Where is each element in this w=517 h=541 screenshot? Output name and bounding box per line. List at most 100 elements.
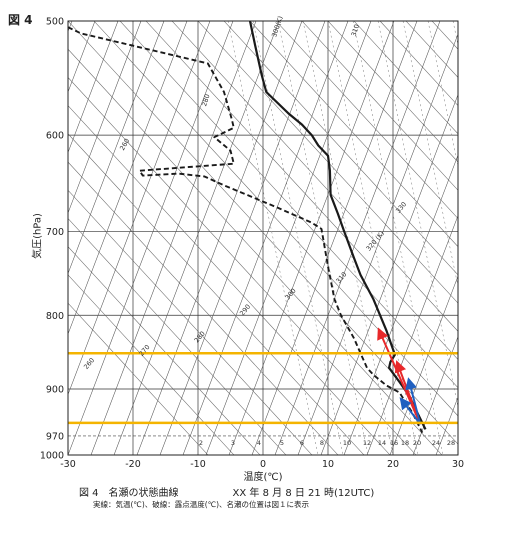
saturated-adiabat-line [427,21,458,167]
caption-time: XX 年 8 月 8 日 21 時(12UTC) [232,488,375,499]
adiabat-line [68,218,287,455]
isotherm-line [482,21,517,455]
adiabat-line [68,302,209,455]
line-label: 280 [193,330,207,345]
highlight-lines [68,351,458,425]
saturated-adiabat-line [302,21,394,455]
adiabat-line [431,21,458,50]
y-tick-label: 500 [46,17,64,28]
isotherm-line [68,21,234,455]
adiabat-line [484,21,517,455]
line-label: 300 [284,287,298,302]
adiabat-line [68,161,339,455]
isotherm-line [251,21,418,455]
isotherm-line [0,21,26,455]
isotherm-line [68,21,211,396]
adiabat-line [145,21,458,360]
y-tick-label: 800 [46,311,64,322]
x-tick-label: 0 [260,459,266,470]
saturated-adiabat-line [327,21,419,455]
line-label: 320 (K) [365,229,386,252]
y-tick-label: 700 [46,227,64,238]
adiabat-line [249,21,458,248]
x-tick-label: -20 [125,459,141,470]
mixing-ratio-label: 8 [320,439,324,447]
mixing-ratio-label: 6 [300,439,304,447]
saturated-adiabat-line [377,21,458,409]
saturated-adiabat-line [252,21,344,455]
isotherm-line [505,21,517,455]
adiabat-line [457,21,458,22]
isotherm-line [159,21,326,455]
mixing-ratio-label: 12 [363,439,371,447]
isotherm-line [274,21,441,455]
y-axis-label: 気圧(hPa) [32,213,44,259]
x-tick-label: 30 [452,459,464,470]
adiabat-line [119,21,458,389]
isotherm-line [205,21,372,455]
y-tick-label: 1000 [40,451,64,462]
caption-title: 図 4 名瀬の状態曲線 [79,488,179,499]
x-tick-label: -10 [190,459,206,470]
adiabat-line [275,21,458,219]
grid-lines [67,20,459,456]
plot-frame [67,20,459,456]
adiabat-line [405,21,458,78]
isotherm-line [459,21,517,455]
adiabat-line [510,21,517,455]
figure-subcaption: 実線：気温(℃)、破線：露点温度(℃)、名瀬の位置は図１に表示 [93,500,310,509]
saturated-adiabat-line [352,21,444,455]
mixing-ratio-label: 28 [447,439,455,447]
adiabat-line [68,48,443,455]
blue-arrow [405,377,422,425]
temperature-line [248,21,427,430]
adiabat-line [379,21,458,107]
series-layer [68,21,427,434]
adiabat-line [68,246,261,455]
mixing-ratio-label: 18 [401,439,409,447]
line-label: 300(K) [270,15,284,38]
isotherm-line [412,335,458,455]
mixing-ratio-label: 10 [343,439,351,447]
mixing-ratio-label: 14 [378,439,386,447]
adiabat-line [327,21,458,163]
line-label: 260 [118,137,131,152]
y-tick-label: 900 [46,385,64,396]
isotherm-line [228,21,395,455]
adiabat-line [93,21,458,417]
x-tick-label: -30 [60,459,76,470]
line-label: 270 [137,343,151,358]
saturated-adiabat-line [402,21,458,288]
saturated-adiabat-line [227,21,319,455]
isotherm-line [182,21,349,455]
isotherm-line [113,21,280,455]
blue-arrow [399,397,422,425]
background-lines [0,21,517,455]
wind-arrows [377,327,422,425]
adiabat-line [68,274,235,455]
mixing-ratio-label: 2 [199,439,203,447]
isotherm-line [343,154,458,455]
x-tick-label: 10 [322,459,334,470]
figure-caption: 図 4 名瀬の状態曲線 XX 年 8 月 8 日 21 時(12UTC) [79,484,374,499]
isotherm-line [320,93,458,455]
y-tick-label: 970 [46,431,64,442]
adiabat-line [223,21,458,276]
adiabat-line [68,133,365,455]
adiabat-line [171,21,458,332]
mixing-ratio-label: 24 [432,439,440,447]
line-label: 280 [200,93,211,107]
x-axis-label: 温度(℃) [243,472,283,483]
line-label: 310 [334,270,348,285]
x-tick-label: 20 [387,459,399,470]
adiabat-line [68,189,313,455]
mixing-ratio-label: 20 [413,439,421,447]
line-label: 310 [350,23,361,37]
mixing-ratio-label: 3 [231,439,235,447]
isotherm-line [297,33,458,455]
saturated-adiabat-line [452,21,458,47]
adiabat-line [353,21,458,135]
line-label: 330 [394,200,408,215]
